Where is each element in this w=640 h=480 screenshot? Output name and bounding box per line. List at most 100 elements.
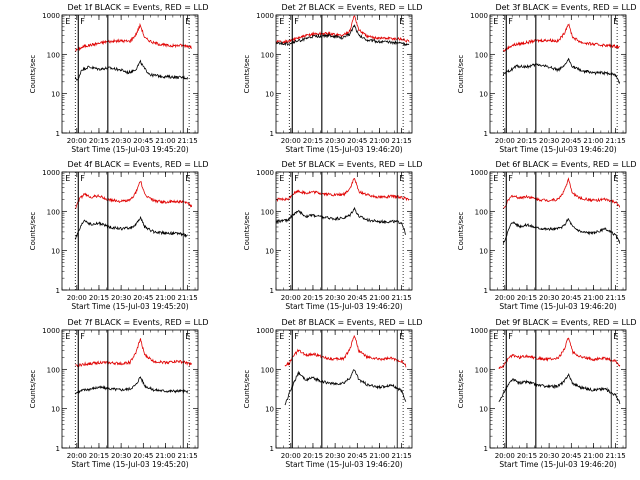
x-tick-label: 20:45	[561, 137, 581, 145]
plot-frame	[61, 171, 199, 291]
y-axis-label: Counts/sec	[457, 370, 465, 409]
series-line	[498, 373, 621, 405]
event-marker-label: E	[399, 17, 404, 26]
chart-title: Det 2f BLACK = Events, RED = LLD	[281, 3, 422, 12]
y-tick-label: 1000	[256, 12, 274, 20]
chart-panel: Det 5f BLACK = Events, RED = LLD E F E 1 10 10…	[243, 160, 423, 311]
series-line	[284, 334, 407, 368]
x-axis-label: Start Time (15-Jul-03 19:46:20)	[285, 302, 402, 311]
series-line	[498, 337, 621, 370]
event-marker-label: F	[294, 174, 299, 183]
x-tick-label: 20:30	[325, 452, 345, 460]
y-tick-label: 100	[261, 208, 274, 216]
event-marker-label: E	[279, 17, 284, 26]
x-tick-label: 20:15	[89, 294, 109, 302]
event-marker-label: E	[613, 17, 618, 26]
plot-frame	[275, 171, 413, 291]
y-tick-label: 1	[484, 287, 488, 295]
x-tick-label: 20:45	[561, 294, 581, 302]
x-tick-label: 20:45	[347, 137, 367, 145]
event-marker-label: F	[294, 332, 299, 341]
x-tick-label: 20:00	[281, 137, 301, 145]
y-tick-label: 1000	[256, 169, 274, 177]
y-tick-label: 1	[270, 287, 274, 295]
chart-panel: Det 1f BLACK = Events, RED = LLD E F E 1 10 10…	[29, 3, 209, 154]
series-line	[276, 15, 410, 45]
y-axis-label: Counts/sec	[29, 55, 37, 94]
x-tick-label: 20:30	[325, 137, 345, 145]
series-group	[502, 23, 621, 85]
x-axis-label: Start Time (15-Jul-03 19:45:20)	[71, 302, 188, 311]
x-tick-label: 21:15	[392, 294, 412, 302]
y-tick-label: 1	[56, 445, 60, 453]
event-marker-label: F	[80, 174, 85, 183]
x-tick-label: 20:00	[281, 452, 301, 460]
x-tick-label: 21:00	[583, 137, 603, 145]
x-tick-label: 20:45	[133, 137, 153, 145]
y-tick-label: 1	[484, 130, 488, 138]
x-tick-label: 20:30	[325, 294, 345, 302]
series-group	[502, 177, 621, 244]
y-tick-label: 100	[475, 51, 488, 59]
x-axis-label: Start Time (15-Jul-03 19:45:20)	[71, 145, 188, 154]
x-tick-label: 20:45	[347, 452, 367, 460]
x-tick-label: 20:30	[539, 294, 559, 302]
plot-frame	[275, 329, 413, 449]
y-tick-label: 10	[51, 406, 60, 414]
series-line	[502, 57, 621, 85]
y-tick-label: 1000	[256, 327, 274, 335]
y-tick-label: 100	[47, 366, 60, 374]
x-tick-label: 20:45	[133, 452, 153, 460]
series-line	[75, 338, 193, 368]
chart-panel: Det 7f BLACK = Events, RED = LLD E F E 1 10 10…	[29, 318, 209, 469]
chart-title: Det 8f BLACK = Events, RED = LLD	[281, 318, 422, 327]
x-tick-label: 21:00	[583, 452, 603, 460]
x-tick-label: 20:30	[111, 137, 131, 145]
y-tick-label: 1000	[42, 327, 60, 335]
x-tick-label: 21:15	[178, 294, 198, 302]
chart-panel: Det 3f BLACK = Events, RED = LLD E F E 1 10 10…	[457, 3, 637, 154]
series-group	[276, 178, 410, 235]
event-marker-label: E	[185, 332, 190, 341]
x-tick-label: 21:00	[369, 294, 389, 302]
series-line	[74, 215, 188, 240]
x-tick-label: 20:00	[67, 294, 87, 302]
x-tick-label: 21:00	[369, 452, 389, 460]
y-tick-label: 1000	[470, 327, 488, 335]
chart-title: Det 3f BLACK = Events, RED = LLD	[495, 3, 636, 12]
x-tick-label: 21:15	[606, 452, 626, 460]
y-tick-label: 1000	[470, 169, 488, 177]
event-marker-label: E	[279, 174, 284, 183]
y-tick-label: 1	[270, 445, 274, 453]
x-tick-label: 20:00	[495, 137, 515, 145]
y-axis-label: Counts/sec	[29, 212, 37, 251]
x-axis-label: Start Time (15-Jul-03 19:45:20)	[71, 460, 188, 469]
y-tick-label: 10	[265, 91, 274, 99]
event-marker-label: F	[80, 17, 85, 26]
series-group	[498, 337, 621, 405]
x-tick-label: 20:00	[67, 137, 87, 145]
series-group	[74, 22, 192, 81]
series-line	[276, 178, 410, 203]
x-tick-label: 21:15	[392, 452, 412, 460]
event-marker-label: F	[508, 174, 513, 183]
x-axis-label: Start Time (15-Jul-03 19:46:20)	[499, 460, 616, 469]
chart-title: Det 9f BLACK = Events, RED = LLD	[495, 318, 636, 327]
chart-panel: Det 8f BLACK = Events, RED = LLD E F E 1 10 10…	[243, 318, 423, 469]
x-tick-label: 20:15	[303, 294, 323, 302]
x-tick-label: 21:15	[178, 452, 198, 460]
x-tick-label: 21:00	[369, 137, 389, 145]
chart-panel: Det 2f BLACK = Events, RED = LLD E F E 1 10 10…	[243, 3, 423, 154]
y-tick-label: 10	[479, 248, 488, 256]
series-line	[276, 24, 410, 47]
x-axis-label: Start Time (15-Jul-03 19:46:20)	[499, 145, 616, 154]
x-tick-label: 20:15	[89, 137, 109, 145]
x-tick-label: 20:00	[281, 294, 301, 302]
series-group	[284, 334, 407, 406]
x-tick-label: 20:00	[495, 452, 515, 460]
chart-panel: Det 4f BLACK = Events, RED = LLD E F E 1 10 10…	[29, 160, 209, 311]
x-tick-label: 20:00	[495, 294, 515, 302]
series-group	[276, 15, 410, 47]
event-marker-label: E	[279, 332, 284, 341]
